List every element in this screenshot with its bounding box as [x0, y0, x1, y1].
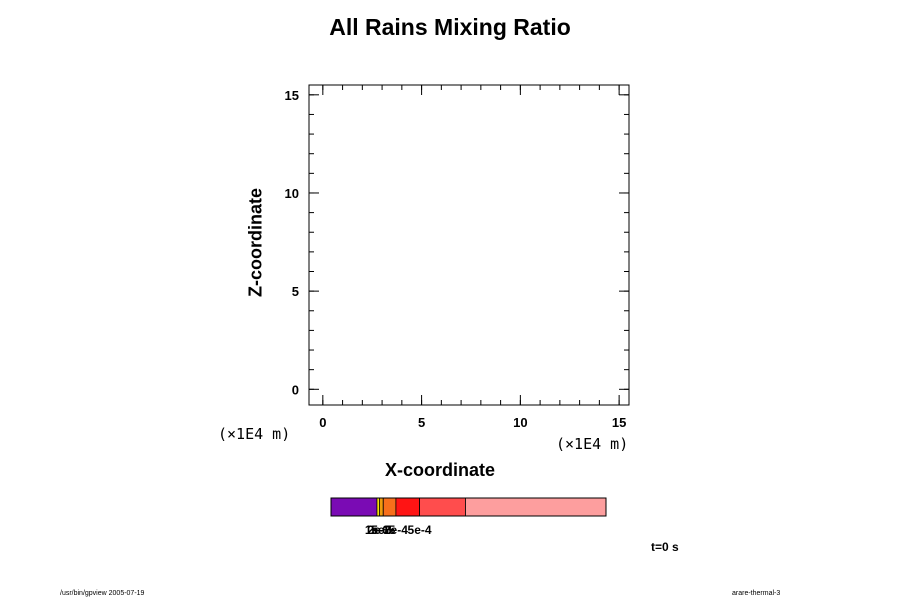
x-tick-label: 15	[612, 415, 626, 430]
colorbar-frame	[330, 497, 607, 517]
x-unit-label: (×1E4 m)	[218, 425, 291, 443]
footer-left: /usr/bin/gpview 2005-07-19	[60, 590, 145, 597]
y-tick-label: 15	[285, 88, 299, 103]
y-tick-label: 0	[292, 382, 299, 397]
colorbar-tick-label: 1e-6	[365, 523, 389, 537]
colorbar-tick-label: 5e-5	[371, 523, 395, 537]
chart-title: All Rains Mixing Ratio	[329, 14, 571, 40]
x-tick-label: 0	[319, 415, 326, 430]
colorbar: 1e-62e-55e-52e-4 5e-4	[330, 497, 607, 537]
y-tick-label: 5	[292, 284, 299, 299]
y-tick-label: 10	[285, 186, 299, 201]
plot-frame	[308, 84, 630, 406]
colorbar-tick-label: 2e-4	[384, 523, 408, 537]
colorbar-segment	[330, 497, 378, 517]
colorbar-tick-label: 5e-4	[408, 523, 432, 537]
plot-area: 0 5 10 15 0 5 10 15	[285, 84, 630, 430]
z-unit-label: (×1E4 m)	[556, 435, 629, 453]
colorbar-segment	[382, 497, 397, 517]
colorbar-tick-label: 2e-5	[367, 523, 391, 537]
colorbar-segment	[419, 497, 466, 517]
time-label: t=0 s	[651, 540, 679, 554]
colorbar-segment	[465, 497, 607, 517]
x-tick-label: 10	[513, 415, 527, 430]
x-tick-label: 5	[418, 415, 425, 430]
colorbar-segment	[395, 497, 420, 517]
x-axis-label: X-coordinate	[384, 460, 495, 480]
y-axis-label: Z-coordinate	[245, 188, 266, 298]
colorbar-segment	[378, 497, 384, 517]
footer-right: arare-thermal-3	[732, 590, 781, 597]
